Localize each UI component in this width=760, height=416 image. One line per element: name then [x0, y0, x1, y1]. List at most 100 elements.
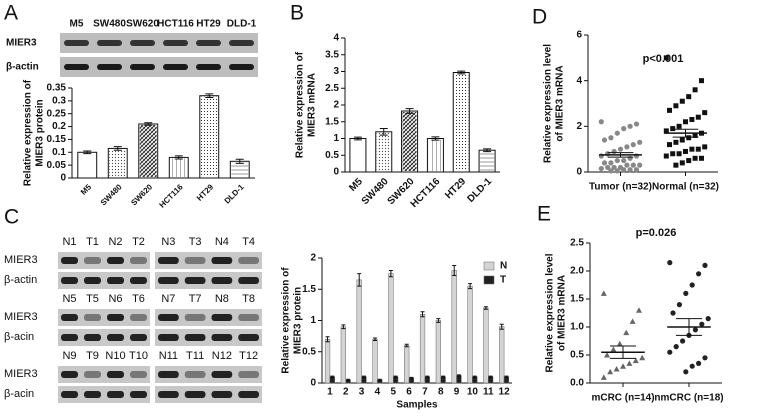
point [633, 167, 640, 173]
error-bar [472, 375, 477, 378]
band [184, 391, 206, 398]
error-bar [373, 337, 378, 341]
bar [404, 345, 410, 384]
row-label: MIER3 [6, 38, 37, 49]
point [610, 346, 617, 352]
bar-hatch [350, 139, 365, 171]
band [184, 257, 206, 264]
point [673, 344, 679, 350]
point [663, 55, 669, 61]
point [696, 271, 702, 277]
bar-hatch [480, 151, 495, 171]
x-tick-label: SW620 [129, 182, 154, 207]
band [229, 64, 254, 70]
y-tick-label: 2 [576, 121, 582, 132]
x-tick-label: 5 [390, 387, 396, 398]
point [686, 158, 692, 164]
band [163, 40, 188, 46]
x-tick-label: 7 [422, 387, 428, 398]
point [673, 162, 679, 168]
bar-hatch [109, 149, 127, 177]
lane-label: T3 [189, 236, 202, 248]
legend-label: T [500, 275, 506, 286]
point [702, 110, 708, 116]
error-bar [205, 93, 214, 99]
y-tick-label: 0.25 [47, 108, 67, 119]
point [637, 162, 643, 168]
y-tick-label: 0.1 [52, 147, 66, 158]
lane-label: N5 [62, 293, 76, 305]
point [611, 164, 617, 171]
point [692, 327, 699, 333]
bar [388, 273, 394, 384]
band [64, 64, 89, 70]
band [130, 64, 155, 70]
point [623, 329, 630, 336]
y-axis-label: Relative expression of [281, 267, 292, 374]
band [196, 64, 221, 70]
band [84, 391, 101, 398]
point [607, 368, 614, 375]
point [667, 349, 673, 355]
lane-label: HT29 [196, 19, 221, 30]
band [107, 391, 124, 398]
lane-label: N6 [108, 293, 122, 305]
point [689, 116, 695, 122]
point [695, 114, 701, 120]
band [211, 257, 233, 264]
point [663, 128, 669, 134]
point [624, 144, 630, 150]
point [692, 132, 698, 138]
y-tick-label: 0 [310, 378, 316, 389]
band [84, 314, 101, 321]
band [184, 371, 206, 378]
error-bar [483, 306, 488, 310]
point [702, 355, 708, 361]
band [211, 277, 233, 284]
y-tick-label: 1 [310, 315, 316, 326]
error-bar [404, 343, 409, 348]
x-tick-label: DLD-1 [465, 176, 494, 205]
x-tick-label: 1 [327, 387, 333, 398]
point [621, 126, 627, 132]
y-tick-label: 0.35 [47, 83, 67, 94]
y-tick-label: 0 [60, 173, 66, 184]
y-tick-label: 4 [576, 75, 582, 86]
band [107, 334, 124, 341]
error-bar [405, 108, 414, 114]
error-bar [499, 323, 504, 330]
row-label: MIER3 [4, 368, 38, 380]
point [604, 352, 610, 358]
point [667, 107, 672, 113]
error-bar [174, 155, 183, 160]
band [84, 257, 101, 264]
y-tick-label: 3 [333, 66, 339, 77]
band [130, 277, 147, 284]
point [689, 146, 695, 152]
lane-label: T12 [239, 350, 258, 362]
y-tick-label: 2.0 [570, 266, 584, 277]
point [632, 357, 639, 364]
band [238, 257, 259, 264]
y-tick-label: 2 [333, 100, 339, 111]
x-tick-label: 3 [359, 387, 365, 398]
y-tick-label: 3.5 [325, 49, 339, 60]
point [624, 162, 630, 168]
lane-label: M5 [70, 19, 84, 30]
error-bar [409, 376, 414, 380]
y-tick-label: 0.15 [47, 134, 67, 145]
y-axis-label: Relative expression level [543, 44, 554, 163]
point [605, 164, 611, 171]
lane-label: N1 [62, 236, 76, 248]
bar [419, 314, 426, 384]
point [600, 290, 607, 296]
y-axis-label: MIER3 mRNA [307, 73, 318, 137]
error-bar [113, 146, 122, 151]
band [184, 277, 206, 284]
blot-strip [58, 386, 150, 403]
blot-strip [58, 252, 150, 269]
band [107, 314, 124, 321]
x-tick-label: 10 [467, 387, 479, 398]
row-label: β-actin [6, 62, 39, 73]
point [667, 260, 673, 266]
